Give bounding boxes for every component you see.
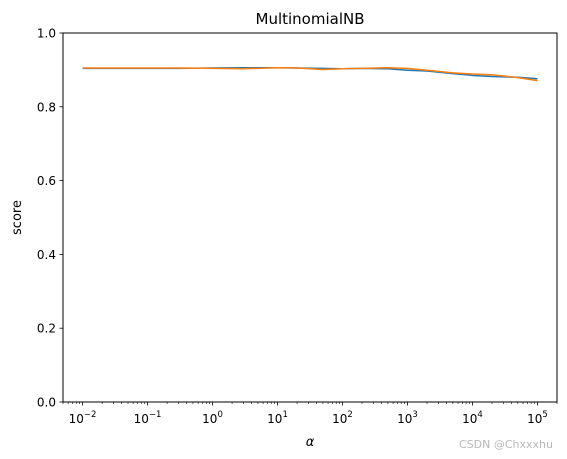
y-axis: 0.0 0.2 0.4 0.6 0.8 1.0 — [37, 27, 63, 410]
y-tick-label: 0.0 — [37, 396, 56, 410]
x-axis: 10−2 10−1 100 101 102 103 104 105 — [62, 402, 558, 426]
watermark: CSDN @Chxxxhu — [459, 438, 553, 451]
axes-frame — [62, 32, 558, 403]
y-axis-label: score — [10, 200, 25, 235]
y-tick-label: 1.0 — [37, 27, 56, 41]
x-tick-label: 103 — [397, 410, 418, 426]
x-tick-label: 102 — [332, 410, 353, 426]
chart-title: MultinomialNB — [256, 10, 365, 28]
x-tick-label: 101 — [267, 410, 288, 426]
x-tick-label: 100 — [202, 410, 223, 426]
x-tick-label: 10−2 — [69, 410, 97, 426]
series-line-2 — [82, 66, 538, 82]
y-tick-label: 0.8 — [37, 100, 56, 114]
x-axis-label: α — [306, 435, 315, 450]
y-tick-label: 0.6 — [37, 174, 56, 188]
plot-area — [62, 32, 558, 403]
x-tick-label: 104 — [462, 410, 483, 426]
x-tick-label: 105 — [527, 410, 548, 426]
series-layer — [82, 66, 538, 82]
y-tick-label: 0.2 — [37, 322, 56, 336]
y-tick-label: 0.4 — [37, 248, 56, 262]
x-tick-label: 10−1 — [134, 410, 162, 426]
